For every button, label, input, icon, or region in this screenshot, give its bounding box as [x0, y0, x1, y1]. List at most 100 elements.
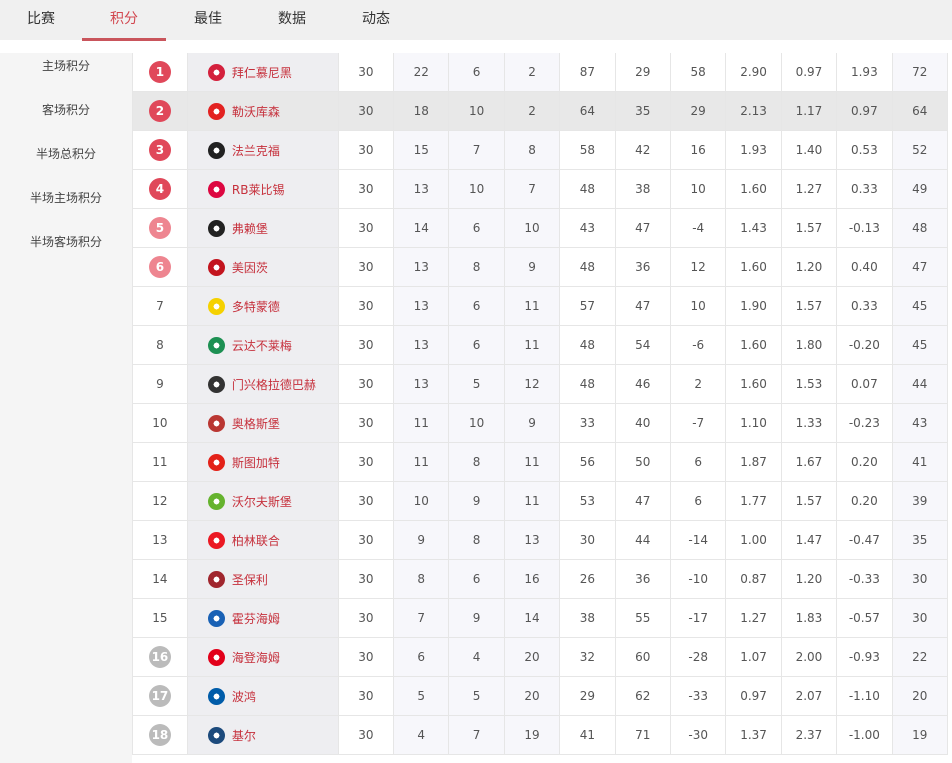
stat-cell: 47	[615, 482, 671, 520]
stat-cell: -0.57	[837, 599, 893, 637]
stat-cell: 15	[394, 131, 450, 169]
team-name-link[interactable]: 门兴格拉德巴赫	[231, 377, 316, 392]
team-logo-icon	[207, 375, 225, 393]
tab-news[interactable]: 动态	[362, 11, 390, 27]
stat-cell: 48	[892, 209, 948, 247]
stat-cell: 29	[615, 53, 671, 91]
stat-cell: 55	[615, 599, 671, 637]
stat-cell: 33	[560, 404, 616, 442]
rank-cell: 16	[133, 638, 188, 676]
rank-badge: 17	[148, 685, 171, 707]
stat-cell: 7	[449, 131, 505, 169]
team-cell: 云达不莱梅	[187, 326, 339, 364]
tab-best[interactable]: 最佳	[194, 11, 222, 27]
rank-badge: 11	[152, 455, 168, 469]
team-name-link[interactable]: 云达不莱梅	[231, 338, 292, 353]
stat-cell: 30	[338, 677, 395, 715]
tab-match[interactable]: 比赛	[27, 11, 55, 27]
rank-cell: 1	[133, 53, 188, 91]
team-name-link[interactable]: 基尔	[231, 728, 256, 743]
tab-standings[interactable]: 积分	[82, 0, 166, 41]
stat-cell: 60	[615, 638, 671, 676]
stat-cell: 50	[615, 443, 671, 481]
stat-cell: -1.10	[837, 677, 893, 715]
table-row: 10 奥格斯堡 30 11 10 9 33 40 -7 1.10 1.33 -0.23 43	[133, 404, 948, 443]
stat-cell: 30	[338, 131, 395, 169]
team-name-link[interactable]: 奥格斯堡	[231, 416, 280, 431]
team-name-link[interactable]: 美因茨	[231, 260, 268, 275]
team-name-link[interactable]: 多特蒙德	[231, 299, 280, 314]
rank-cell: 6	[133, 248, 188, 286]
team-name-link[interactable]: 霍芬海姆	[231, 611, 280, 626]
team-name-link[interactable]: RB莱比锡	[231, 182, 285, 197]
stat-cell: 13	[504, 521, 561, 559]
stat-cell: 48	[560, 248, 616, 286]
stat-cell: 19	[504, 716, 561, 754]
team-logo-icon	[207, 453, 225, 471]
team-logo-icon	[207, 609, 225, 627]
table-row: 1 拜仁慕尼黑 30 22 6 2 87 29 58 2.90 0.97 1.93 72	[133, 53, 948, 92]
tab-stats[interactable]: 数据	[278, 11, 306, 27]
stat-cell: 1.90	[726, 287, 782, 325]
team-name-link[interactable]: 弗赖堡	[231, 221, 268, 236]
team-name-link[interactable]: 海登海姆	[231, 650, 280, 665]
table-row: 15 霍芬海姆 30 7 9 14 38 55 -17 1.27 1.83 -0.57 30	[133, 599, 948, 638]
sidebar-item[interactable]: 客场积分	[41, 103, 90, 117]
sidebar-item[interactable]: 半场总积分	[35, 147, 96, 161]
stat-cell: 35	[892, 521, 948, 559]
stat-cell: 11	[504, 482, 561, 520]
stat-cell: 39	[892, 482, 948, 520]
rank-badge: 4	[148, 178, 171, 200]
stat-cell: 1.93	[837, 53, 893, 91]
stat-cell: 1.33	[781, 404, 838, 442]
sidebar-item[interactable]: 主场积分	[41, 59, 90, 73]
team-cell: 门兴格拉德巴赫	[187, 365, 339, 403]
team-name-link[interactable]: 波鸿	[231, 689, 256, 704]
stat-cell: -28	[670, 638, 727, 676]
stat-cell: 1.20	[781, 560, 838, 598]
stat-cell: 0.33	[837, 287, 893, 325]
stat-cell: 47	[615, 209, 671, 247]
team-name-link[interactable]: 勒沃库森	[231, 104, 280, 119]
stat-cell: 10	[449, 92, 505, 130]
team-logo-icon	[207, 648, 225, 666]
stat-cell: 1.57	[781, 482, 838, 520]
team-name-link[interactable]: 斯图加特	[231, 455, 280, 470]
stat-cell: 36	[615, 560, 671, 598]
rank-cell: 9	[133, 365, 188, 403]
stat-cell: 2	[670, 365, 727, 403]
stat-cell: 20	[892, 677, 948, 715]
rank-cell: 12	[133, 482, 188, 520]
stat-cell: 35	[615, 92, 671, 130]
team-name-link[interactable]: 圣保利	[231, 572, 268, 587]
stat-cell: 2.00	[781, 638, 838, 676]
table-row: 7 多特蒙德 30 13 6 11 57 47 10 1.90 1.57 0.33 45	[133, 287, 948, 326]
team-logo-icon	[207, 258, 225, 276]
stat-cell: 1.07	[726, 638, 782, 676]
team-name-link[interactable]: 柏林联合	[231, 533, 280, 548]
stat-cell: 36	[615, 248, 671, 286]
stat-cell: 1.17	[781, 92, 838, 130]
stat-cell: -0.13	[837, 209, 893, 247]
sidebar-item[interactable]: 半场客场积分	[29, 235, 102, 249]
table-row: 13 柏林联合 30 9 8 13 30 44 -14 1.00 1.47 -0.47 35	[133, 521, 948, 560]
table-row: 17 波鸿 30 5 5 20 29 62 -33 0.97 2.07 -1.10 20	[133, 677, 948, 716]
stat-cell: 1.47	[781, 521, 838, 559]
team-name-link[interactable]: 沃尔夫斯堡	[231, 494, 292, 509]
stat-cell: -0.20	[837, 326, 893, 364]
table-row: 14 圣保利 30 8 6 16 26 36 -10 0.87 1.20 -0.33 30	[133, 560, 948, 599]
stat-cell: 29	[670, 92, 727, 130]
rank-cell: 5	[133, 209, 188, 247]
team-logo-icon	[207, 102, 225, 120]
stat-cell: 46	[615, 365, 671, 403]
team-name-link[interactable]: 拜仁慕尼黑	[231, 65, 292, 80]
team-logo-icon	[207, 141, 225, 159]
stat-cell: 43	[560, 209, 616, 247]
rank-cell: 8	[133, 326, 188, 364]
stat-cell: -0.33	[837, 560, 893, 598]
stat-cell: 0.97	[781, 53, 838, 91]
sidebar-item[interactable]: 半场主场积分	[29, 191, 102, 205]
stat-cell: -0.93	[837, 638, 893, 676]
team-name-link[interactable]: 法兰克福	[231, 143, 280, 158]
stat-cell: 26	[560, 560, 616, 598]
